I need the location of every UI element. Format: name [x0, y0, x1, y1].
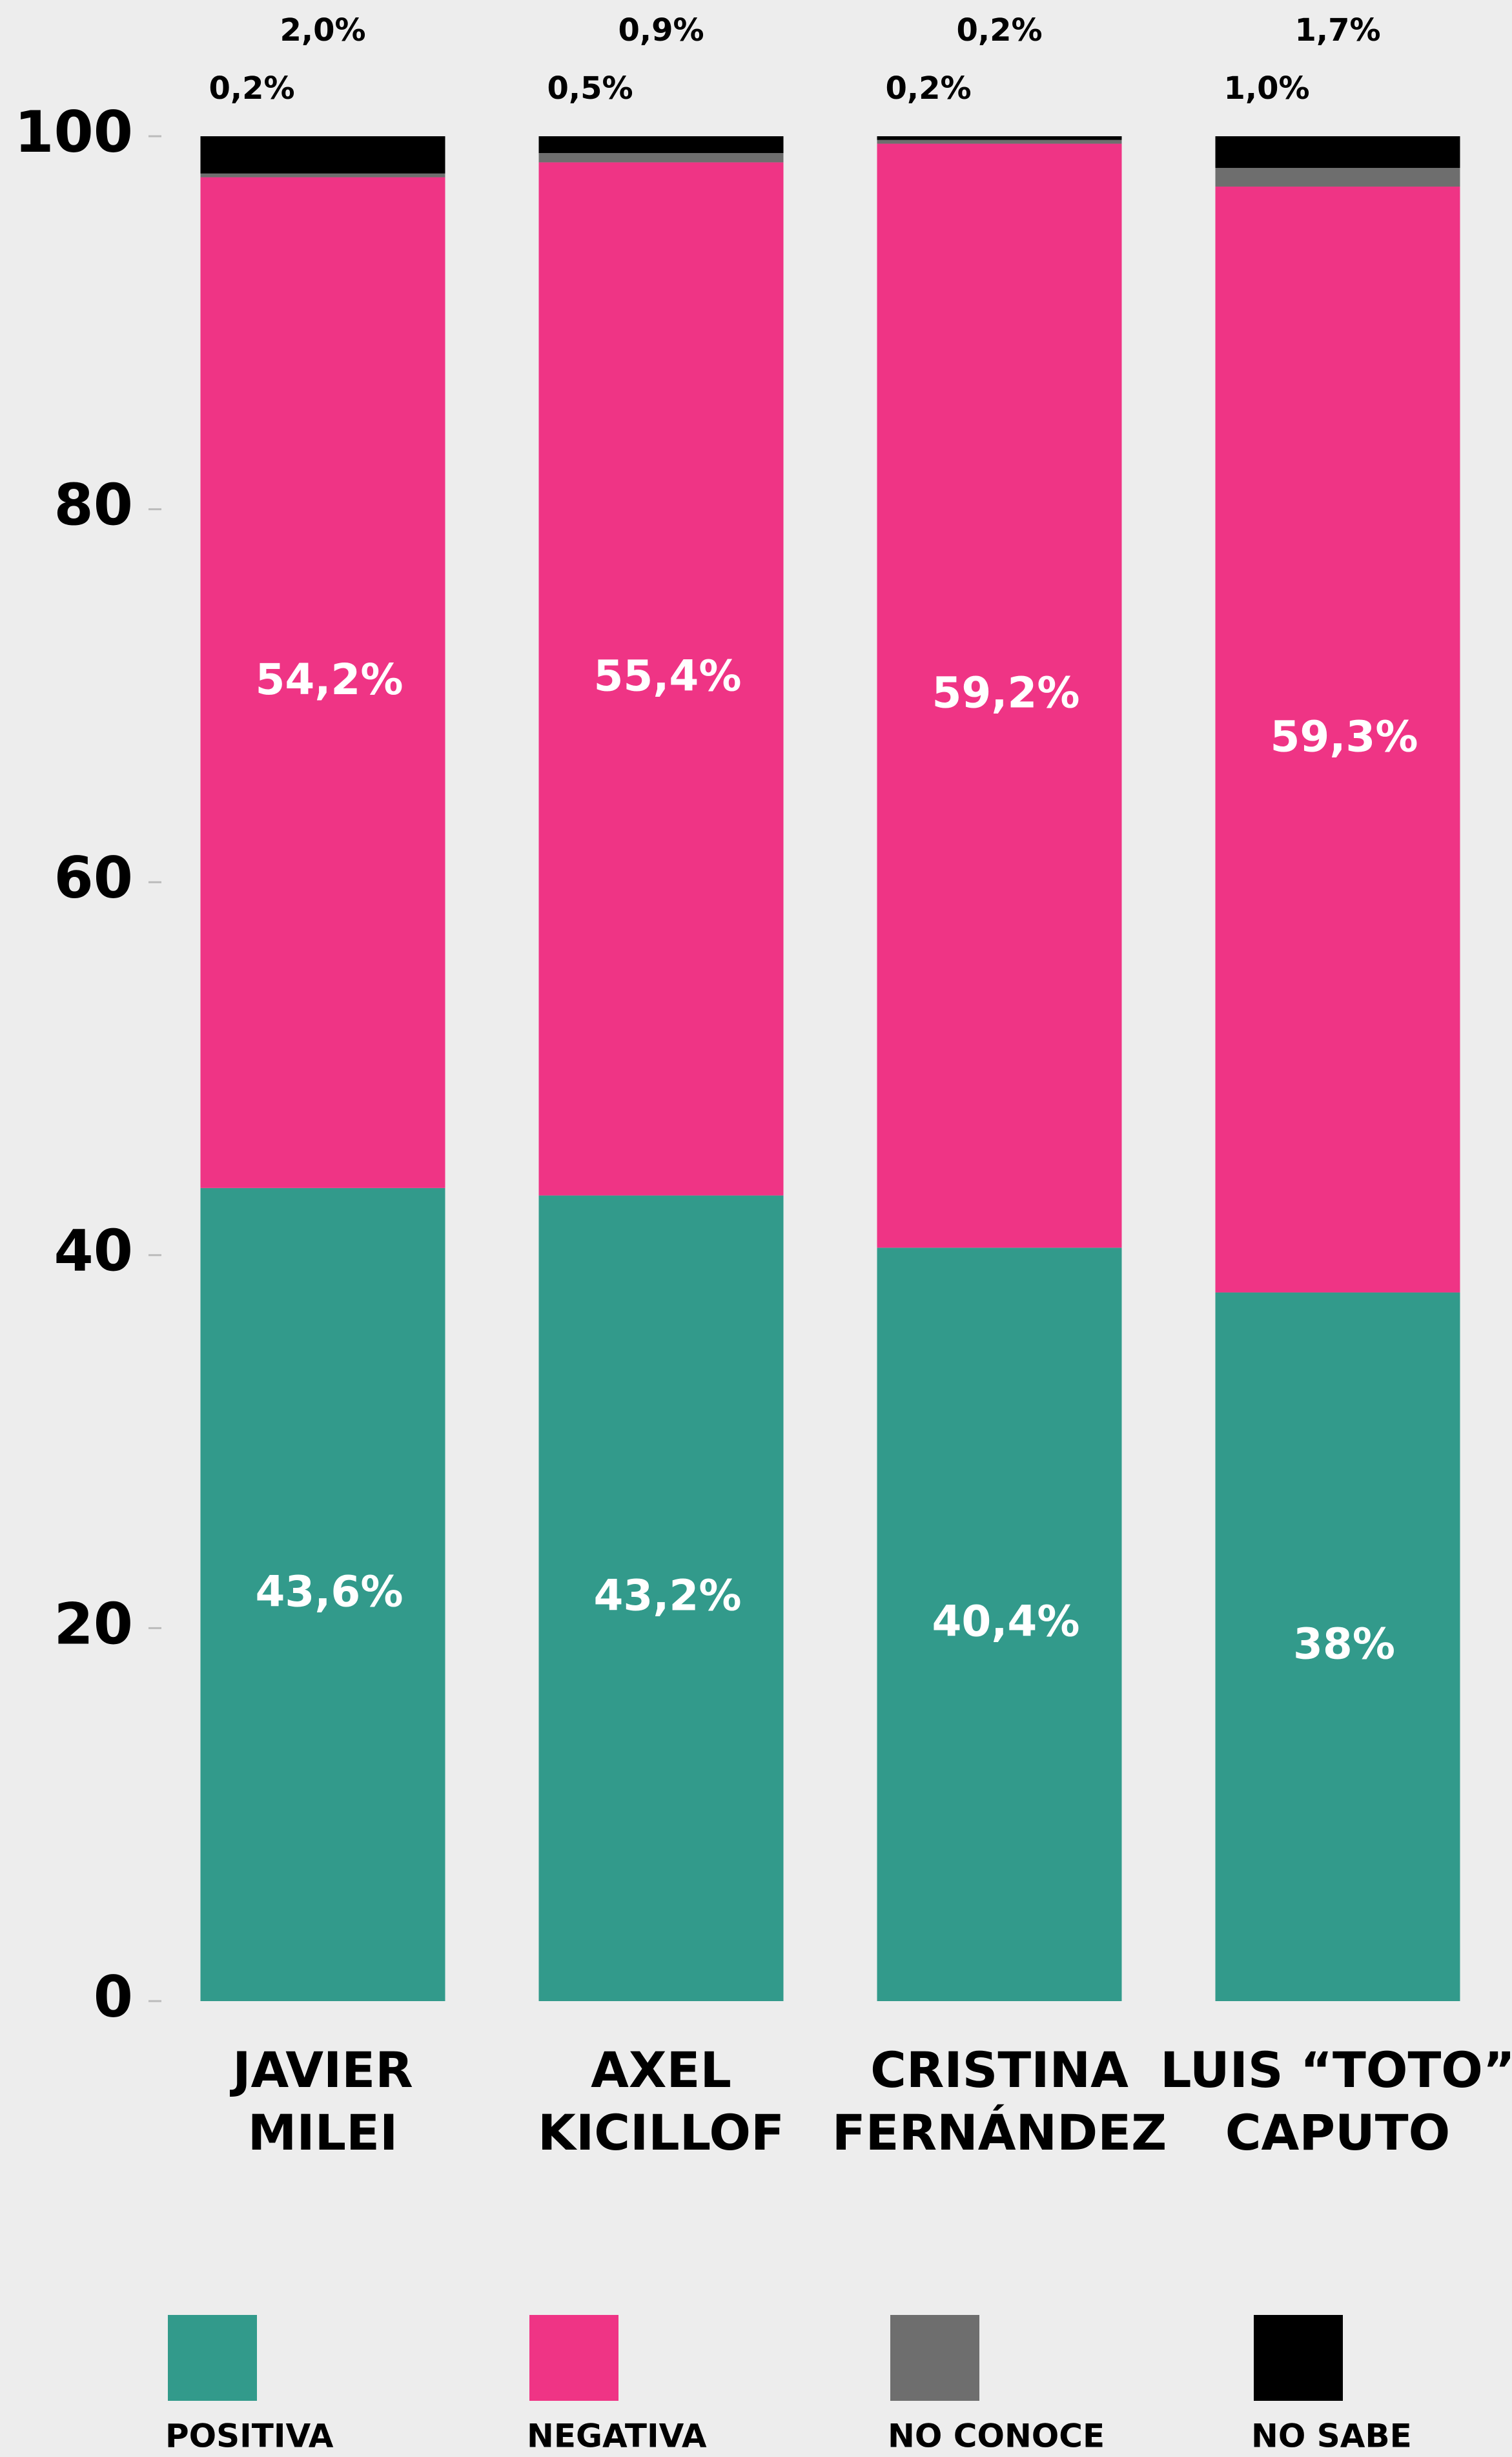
legend-label: POSITIVA	[165, 2418, 334, 2455]
y-tick-label: 100	[14, 99, 133, 165]
y-tick-label: 60	[54, 845, 133, 911]
bar-segment	[538, 1195, 784, 2001]
value-label: 59,3%	[1271, 712, 1418, 761]
bar-segment	[200, 177, 445, 1188]
value-label: 59,2%	[932, 668, 1080, 717]
legend-swatch	[890, 2315, 979, 2401]
value-label: 1,7%	[1294, 12, 1380, 48]
value-label: 0,5%	[547, 70, 633, 107]
x-tick-label: MILEI	[248, 2104, 398, 2161]
y-tick-label: 0	[94, 1964, 133, 2030]
bar-segment	[538, 152, 784, 163]
x-tick-label: AXEL	[591, 2041, 731, 2099]
x-tick-label: JAVIER	[229, 2041, 413, 2099]
legend-swatch	[168, 2315, 257, 2401]
y-tick-label: 80	[54, 472, 133, 539]
x-tick-label: KICILLOF	[538, 2104, 784, 2161]
bar-segment	[1215, 136, 1460, 169]
bar-segment	[200, 173, 445, 178]
value-label: 55,4%	[594, 651, 742, 701]
bar-segment	[1215, 186, 1460, 1293]
value-label: 43,6%	[256, 1567, 404, 1616]
y-tick-label: 20	[54, 1590, 133, 1657]
value-label: 0,2%	[209, 70, 294, 107]
bar-segment	[877, 1248, 1122, 2001]
legend-swatch	[1254, 2315, 1343, 2401]
bar-segment	[877, 136, 1122, 140]
bar-segment	[1215, 1292, 1460, 2001]
value-label: 40,4%	[932, 1597, 1080, 1647]
bar-segment	[877, 143, 1122, 1248]
bar-segment	[877, 139, 1122, 144]
value-label: 54,2%	[256, 655, 404, 704]
legend-label: NEGATIVA	[527, 2418, 707, 2455]
bar-segment	[200, 1187, 445, 2001]
bar-segment	[538, 136, 784, 153]
legend-label: NO CONOCE	[888, 2418, 1105, 2455]
bar-segment	[1215, 168, 1460, 187]
legend-swatch	[529, 2315, 618, 2401]
value-label: 0,2%	[885, 70, 971, 107]
bar-segment	[538, 162, 784, 1196]
x-tick-label: LUIS “TOTO”	[1160, 2041, 1512, 2099]
value-label: 43,2%	[594, 1570, 742, 1620]
value-label: 2,0%	[280, 12, 365, 48]
value-label: 0,2%	[956, 12, 1042, 48]
x-tick-label: CAPUTO	[1225, 2104, 1450, 2161]
y-tick-label: 40	[54, 1218, 133, 1284]
x-tick-label: FERNÁNDEZ	[832, 2104, 1167, 2161]
x-tick-label: CRISTINA	[870, 2041, 1129, 2099]
value-label: 1,0%	[1223, 70, 1309, 107]
value-label: 38%	[1293, 1619, 1395, 1669]
value-label: 0,9%	[618, 12, 704, 48]
legend-label: NO SABE	[1251, 2418, 1412, 2455]
bar-segment	[200, 136, 445, 174]
